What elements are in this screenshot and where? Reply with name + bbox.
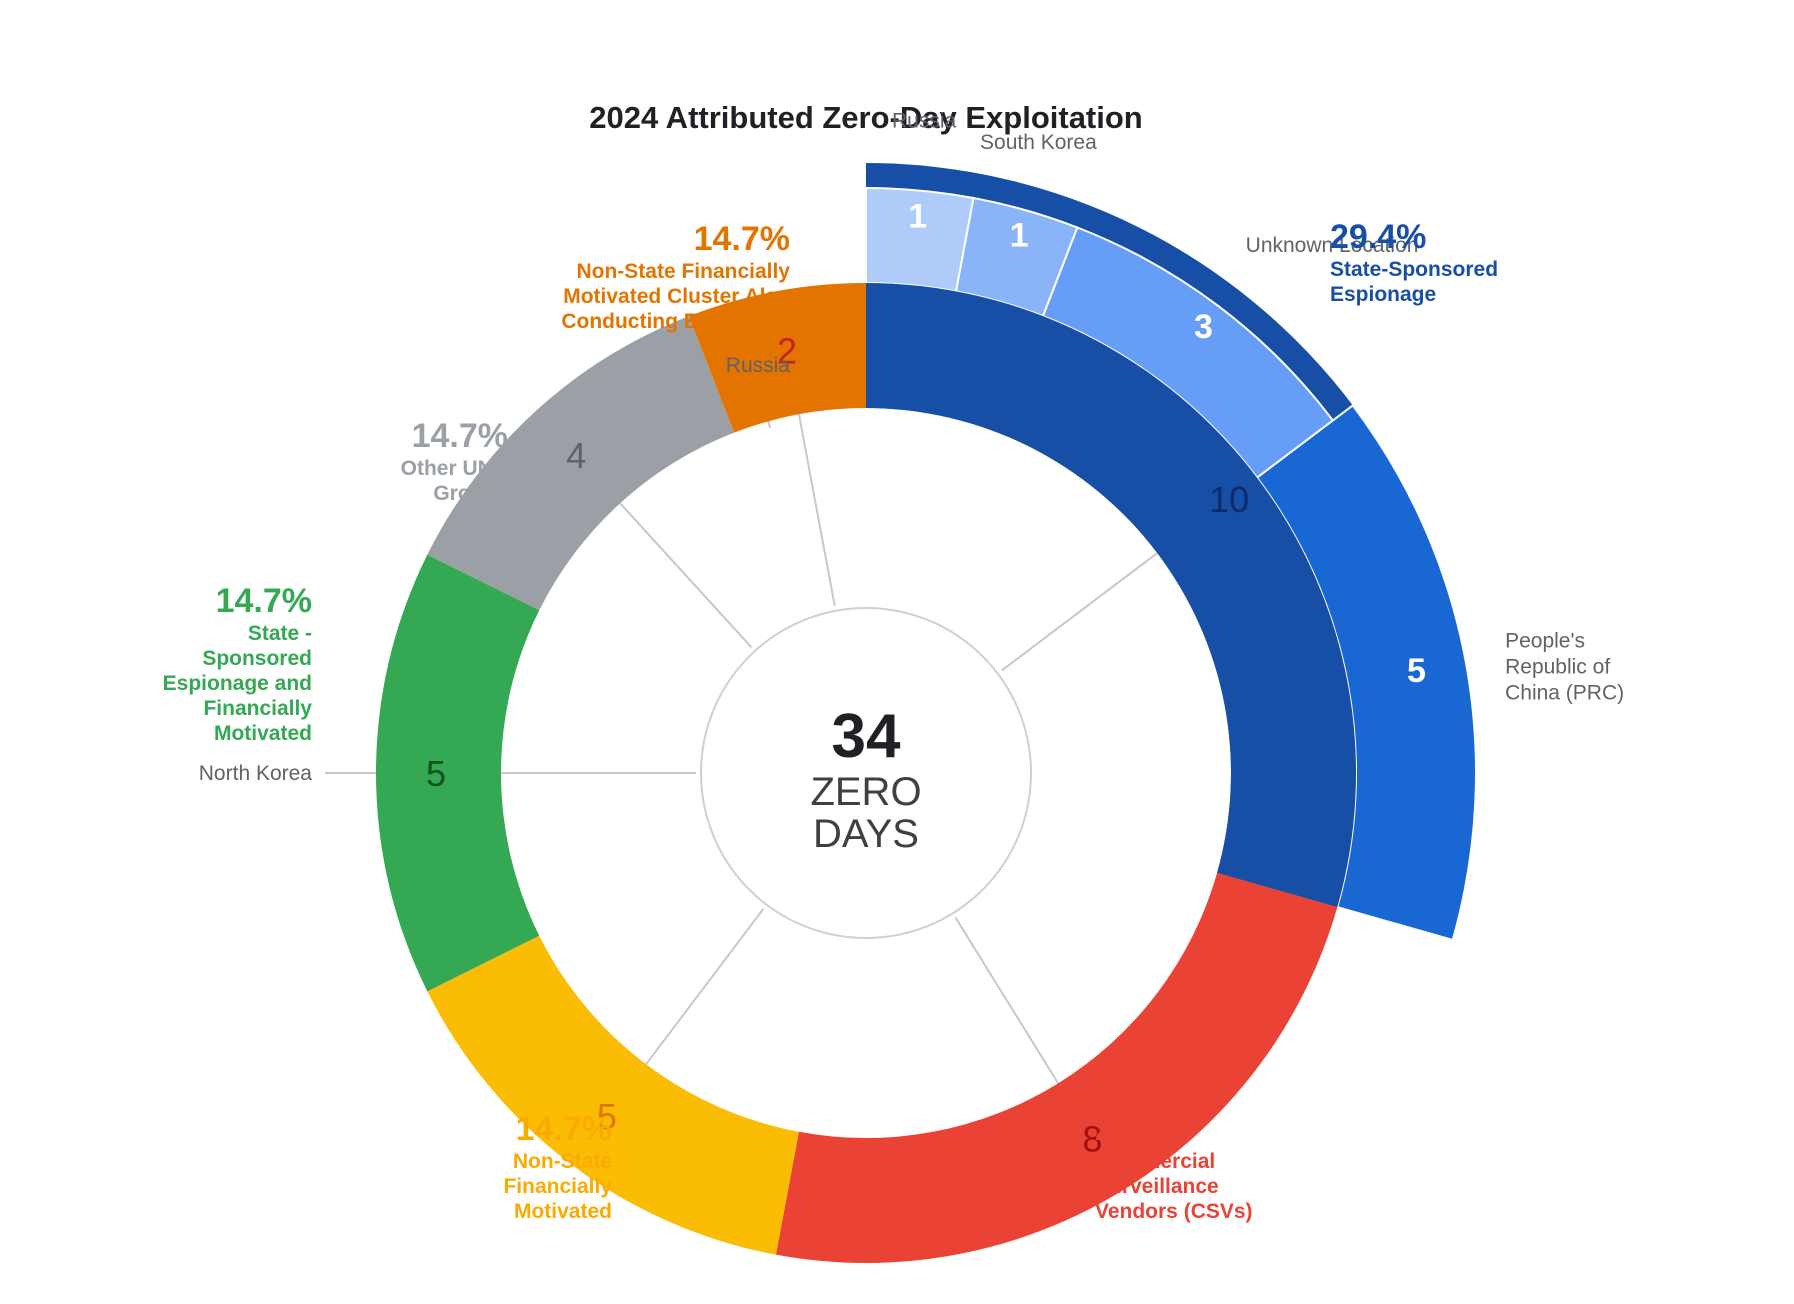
segment-label-6-line-1: Non-State Financially [576, 260, 790, 283]
sublabel-russia: Russia [726, 354, 791, 377]
segment-6 [688, 283, 866, 433]
segment-label-4-line-3: Espionage and [163, 672, 312, 695]
leader-line-3 [624, 908, 765, 1093]
segment-label-3-line-2: Financially [503, 1175, 612, 1198]
segment-label-2-line-3: Vendors (CSVs) [1095, 1200, 1253, 1223]
segment-percent-2: 23.5% [1095, 1110, 1191, 1148]
segment-value-3: 5 [597, 1096, 617, 1137]
segment-4 [375, 554, 540, 992]
sub-segment-label-2-line-1: South Korea [980, 131, 1097, 154]
segment-percent-5: 14.7% [412, 417, 508, 455]
segment-value-6: 2 [777, 330, 797, 371]
leader-line-5 [595, 476, 753, 649]
segment-label-3-line-1: Non-State [513, 1150, 612, 1173]
segment-label-6-line-3: Conducting Espionage [561, 310, 790, 333]
leader-line-2 [954, 917, 1078, 1114]
segment-2 [775, 872, 1338, 1263]
segment-value-5: 4 [566, 435, 586, 476]
segment-label-6-line-2: Motivated Cluster Also [563, 285, 790, 308]
segment-percent-1: 29.4% [1330, 218, 1426, 256]
sub-segment-value-1: 1 [908, 197, 927, 235]
segment-state-sponsored-espionage-ring [866, 283, 1356, 908]
sub-segment-label-1-line-1: Russia [892, 110, 957, 133]
segment-label-1-line-1: State-Sponsored [1330, 258, 1498, 281]
segment-percent-6: 14.7% [694, 220, 790, 258]
chart-title: 2024 Attributed Zero-Day Exploitation [589, 100, 1143, 135]
segment-label-4-line-4: Financially [203, 697, 312, 720]
segment-percent-4: 14.7% [216, 582, 312, 620]
segment-value-2: 8 [1082, 1119, 1102, 1160]
segment-label-1-line-2: Espionage [1330, 283, 1436, 306]
segment-label-2-line-1: Commercial [1095, 1150, 1215, 1173]
sub-segment-value-4: 5 [1407, 652, 1426, 690]
segment-label-4-line-5: Motivated [214, 722, 312, 745]
segment-label-2-line-2: Surveillance [1095, 1175, 1219, 1198]
sub-segment-label-4-line-1: People's [1505, 629, 1585, 652]
segment-label-3-line-3: Motivated [514, 1200, 612, 1223]
center-unit-line2: DAYS [813, 812, 919, 856]
center-unit-line1: ZERO [810, 770, 921, 814]
center-circle [700, 607, 1032, 939]
segment-percent-3: 14.7% [516, 1110, 612, 1148]
sub-segment-value-3: 3 [1194, 308, 1213, 346]
sub-segment-label-4-line-3: China (PRC) [1505, 681, 1624, 704]
segment-label-4-line-2: Sponsored [202, 647, 312, 670]
segment-3 [427, 935, 799, 1255]
sub-segment-label-3-line-1: Unknown Location [1246, 234, 1419, 257]
segment-label-4-line-1: State - [248, 622, 312, 645]
leader-line-6 [791, 379, 836, 607]
center-total-value: 34 [832, 702, 901, 771]
segment-value-4: 5 [426, 753, 446, 794]
segment-5 [427, 316, 735, 611]
segment-label-5-line-2: Groups [433, 482, 508, 505]
segment-label-5-line-1: Other UNC [401, 457, 508, 480]
segment-value-1: 10 [1209, 479, 1249, 520]
sub-segment-value-2: 1 [1010, 216, 1029, 254]
sub-segment-label-4-line-2: Republic of [1505, 655, 1610, 678]
sublabel-north-korea: North Korea [199, 762, 313, 785]
